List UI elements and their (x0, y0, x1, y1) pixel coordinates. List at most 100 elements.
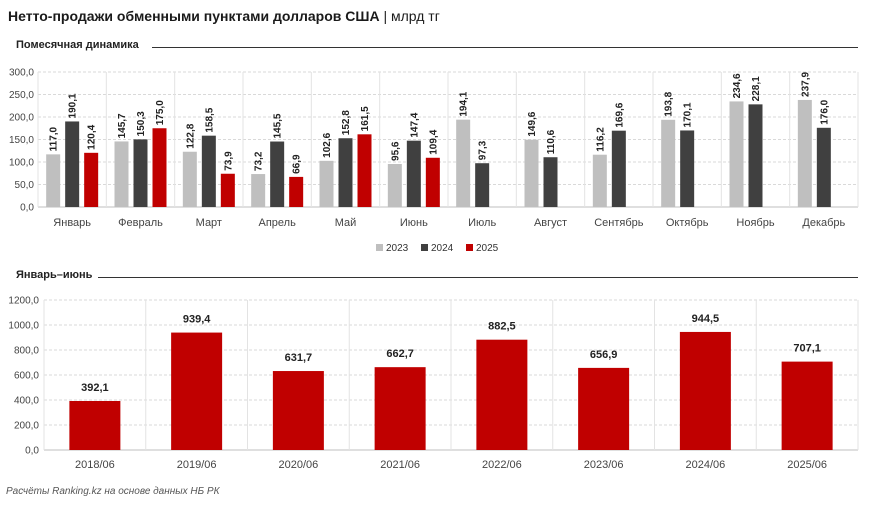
bar-2023 (524, 139, 539, 207)
bar-2023 (46, 154, 61, 207)
x-tick-label: Декабрь (802, 217, 845, 229)
bar-2023 (797, 99, 812, 207)
x-tick-label: Февраль (118, 217, 163, 229)
bar (679, 331, 731, 450)
bar-2024 (816, 127, 831, 207)
bar-2024 (406, 140, 421, 207)
data-label: 631,7 (285, 352, 313, 364)
data-label-2024: 228,1 (751, 76, 762, 101)
chart-title-text: Нетто-продажи обменными пунктами долларо… (8, 8, 380, 24)
legend-label-2023: 2023 (386, 243, 409, 254)
data-label-2025: 73,9 (223, 151, 234, 171)
x-tick-label: Октябрь (666, 217, 709, 229)
halfyear-section-rule (98, 277, 858, 278)
x-tick-label: 2023/06 (584, 459, 624, 471)
chart-title: Нетто-продажи обменными пунктами долларо… (8, 8, 440, 24)
y-tick-label: 100,0 (9, 158, 34, 169)
x-tick-label: 2024/06 (685, 459, 725, 471)
data-label-2024: 97,3 (478, 140, 489, 160)
data-label-2023: 116,2 (595, 127, 606, 152)
data-label: 392,1 (81, 382, 109, 394)
x-tick-label: Май (335, 217, 357, 229)
y-tick-label: 200,0 (14, 421, 39, 432)
data-label-2024: 158,5 (204, 107, 215, 132)
data-label-2023: 149,6 (527, 111, 538, 136)
bar-2023 (114, 141, 129, 207)
bar-2023 (319, 160, 334, 207)
bar-2024 (338, 138, 353, 207)
y-tick-label: 300,0 (9, 68, 34, 79)
bar-2023 (592, 154, 607, 207)
bar-2024 (543, 157, 558, 207)
legend-label-2025: 2025 (476, 243, 499, 254)
y-tick-label: 400,0 (14, 396, 39, 407)
monthly-section-title: Помесячная динамика (16, 39, 139, 51)
bar-2024 (475, 163, 490, 207)
x-tick-label: Март (196, 217, 222, 229)
x-tick-label: 2021/06 (380, 459, 420, 471)
y-tick-label: 1000,0 (8, 321, 39, 332)
data-label-2025: 175,0 (155, 100, 166, 125)
bar-2023 (661, 119, 676, 207)
data-label-2023: 102,6 (322, 132, 333, 157)
data-label-2025: 66,9 (292, 154, 303, 174)
data-label-2023: 122,8 (185, 123, 196, 148)
y-tick-label: 150,0 (9, 135, 34, 146)
data-label-2023: 145,7 (117, 113, 128, 138)
data-label-2023: 73,2 (254, 151, 265, 171)
bar-2025 (357, 134, 372, 207)
x-tick-label: 2019/06 (177, 459, 217, 471)
x-tick-label: 2025/06 (787, 459, 827, 471)
legend-label-2024: 2024 (431, 243, 454, 254)
data-label-2023: 193,8 (664, 91, 675, 116)
data-label-2023: 234,6 (732, 73, 743, 98)
x-tick-label: 2022/06 (482, 459, 522, 471)
data-label: 944,5 (692, 313, 720, 325)
data-label-2023: 194,1 (459, 91, 470, 116)
bar-2023 (387, 163, 402, 207)
bar-2025 (152, 128, 167, 207)
y-tick-label: 800,0 (14, 346, 39, 357)
legend-swatch-2025 (466, 244, 473, 251)
y-tick-label: 50,0 (15, 180, 35, 191)
bar-2025 (289, 176, 304, 207)
bar (171, 332, 223, 450)
data-label: 939,4 (183, 314, 211, 326)
bar (781, 361, 833, 450)
x-tick-label: Ноябрь (736, 217, 774, 229)
data-label-2024: 145,5 (273, 113, 284, 138)
chart-unit: млрд тг (390, 8, 440, 24)
y-tick-label: 1200,0 (8, 296, 39, 307)
y-tick-label: 250,0 (9, 90, 34, 101)
data-label-2023: 95,6 (390, 141, 401, 161)
x-tick-label: Июнь (400, 217, 428, 229)
data-label-2025: 120,4 (87, 124, 98, 149)
y-tick-label: 0,0 (20, 203, 34, 214)
monthly-section-rule (152, 47, 858, 48)
legend-swatch-2024 (421, 244, 428, 251)
data-label-2024: 147,4 (409, 112, 420, 137)
bar-2025 (84, 152, 99, 207)
halfyear-section-title: Январь–июнь (16, 269, 93, 281)
bar-2023 (251, 174, 266, 207)
data-label: 656,9 (590, 349, 618, 361)
data-label-2024: 170,1 (683, 102, 694, 127)
data-label-2023: 117,0 (49, 126, 60, 151)
bar-2025 (220, 173, 235, 207)
bar-2023 (456, 119, 471, 207)
y-tick-label: 600,0 (14, 371, 39, 382)
y-tick-label: 200,0 (9, 113, 34, 124)
x-tick-label: 2020/06 (278, 459, 318, 471)
x-tick-label: Август (534, 217, 567, 229)
bar (578, 367, 630, 450)
bar-2023 (729, 101, 744, 207)
data-label: 882,5 (488, 321, 516, 333)
data-label-2023: 237,9 (800, 71, 811, 96)
bar (69, 400, 121, 450)
data-label: 707,1 (793, 343, 821, 355)
bar-2023 (182, 151, 197, 207)
data-label-2024: 152,8 (341, 110, 352, 135)
bar-2024 (201, 135, 216, 207)
